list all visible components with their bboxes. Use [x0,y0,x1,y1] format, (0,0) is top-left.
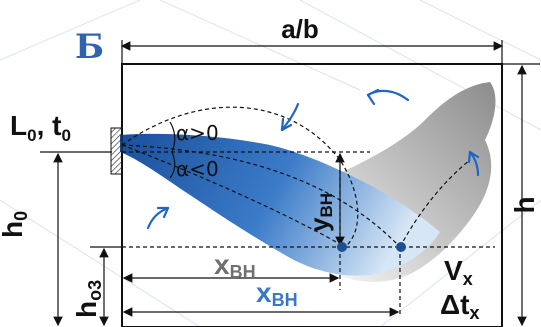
vx-label: Vx [444,255,473,289]
angle-down-label: α<0 [176,157,219,181]
source-nozzle [110,127,123,175]
xbh-dot-dark [337,242,347,252]
y-label: yBH [304,193,336,232]
h0-dimension [40,151,112,327]
height-label: h [509,196,540,213]
x-dark-label: xBH [214,249,256,282]
width-dimension [120,40,504,64]
angle-arcs [169,121,176,179]
h0-label: h0 [0,211,31,238]
ho3-label: ho3 [71,280,105,318]
jet-plume [120,133,440,276]
circulation-arrows [146,88,480,230]
dtx-label: Δtx [440,289,479,323]
height-dimension [500,63,540,327]
trajectory-lines [121,106,495,315]
panel-letter: Б [75,27,104,67]
angle-up-label: α>0 [176,121,219,145]
ho3-dimension [90,246,122,327]
source-label: L0, t0 [10,110,71,145]
xbh-dot-blue [396,242,406,252]
x-blue-label: xBH [256,277,298,310]
room-outline [121,63,503,327]
width-label: a/b [281,14,319,44]
